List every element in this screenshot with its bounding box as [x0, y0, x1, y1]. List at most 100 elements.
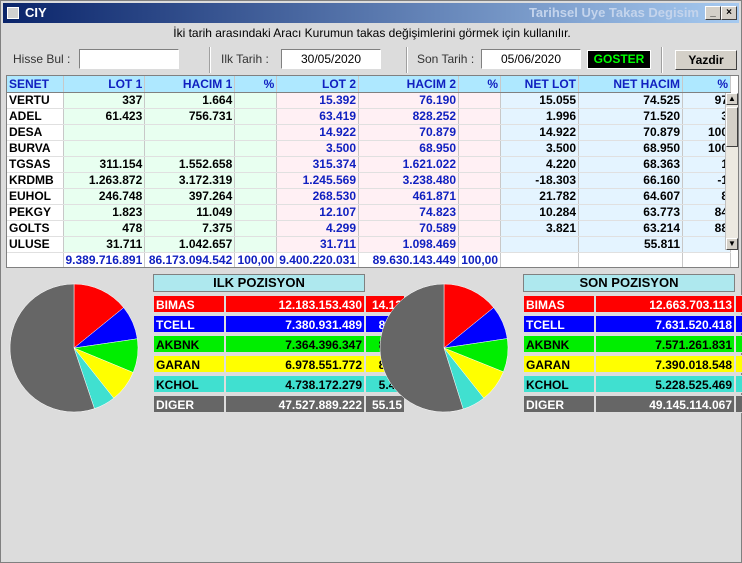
table-cell: [234, 236, 278, 253]
table-cell: 31.711: [63, 236, 146, 253]
title-bar[interactable]: CIY Tarihsel Uye Takas Degisim _ ×: [3, 3, 739, 23]
position-name: AKBNK: [523, 335, 595, 353]
table-cell: 11.049: [144, 204, 236, 221]
table-cell: 3.500: [276, 140, 359, 157]
table-cell: [458, 236, 501, 253]
table-cell: 1.621.022: [358, 156, 459, 173]
table-row[interactable]: TGSAS 311.154 1.552.658 315.374 1.621.022 4.2…: [7, 156, 731, 173]
position-name: AKBNK: [153, 335, 225, 353]
takas-grid[interactable]: SENET LOT 1 HACIM 1% LOT 2 HACIM 2% NET LOT NE…: [6, 75, 739, 268]
ilk-tarih-input[interactable]: 30/05/2020: [281, 49, 381, 69]
table-cell: TGSAS: [7, 156, 64, 173]
minimize-button[interactable]: _: [705, 6, 721, 20]
table-cell: ADEL: [7, 108, 64, 125]
position-value: 5.228.525.469: [595, 375, 735, 393]
table-cell: 70.879: [358, 124, 459, 141]
position-value: 47.527.889.222: [225, 395, 365, 413]
table-cell: 337: [63, 92, 146, 109]
table-row[interactable]: ULUSE 31.711 1.042.657 31.711 1.098.469 55.81…: [7, 236, 731, 253]
pie-slice-diger: [379, 283, 464, 413]
scroll-thumb[interactable]: [726, 107, 738, 147]
table-row[interactable]: BURVA 3.500 68.950 3.500 68.950 100: [7, 140, 731, 157]
table-row[interactable]: KRDMB 1.263.872 3.172.319 1.245.569 3.238.48…: [7, 172, 731, 189]
table-cell: 311.154: [63, 156, 146, 173]
table-cell: 1.664: [144, 92, 236, 109]
position-name: GARAN: [523, 355, 595, 373]
table-row[interactable]: GOLTS 478 7.375 4.299 70.589 3.821 63.214 88: [7, 220, 731, 237]
table-header-row: SENET LOT 1 HACIM 1% LOT 2 HACIM 2% NET LOT NE…: [7, 76, 731, 93]
table-row[interactable]: PEKGY 1.823 11.049 12.107 74.823 10.284 63.773…: [7, 204, 731, 221]
table-cell: [63, 140, 146, 157]
son-tarih-input[interactable]: 05/06/2020: [481, 49, 581, 69]
goster-button[interactable]: GOSTER: [587, 50, 651, 69]
table-cell: 756.731: [144, 108, 236, 125]
pie-slice-bimas: [443, 283, 494, 349]
position-name: DIGER: [523, 395, 595, 413]
table-cell: -1: [682, 172, 731, 189]
position-value: 7.364.396.347: [225, 335, 365, 353]
table-row[interactable]: DESA 14.922 70.879 14.922 70.879 100: [7, 124, 731, 141]
table-cell: 1.042.657: [144, 236, 236, 253]
table-cell: 1.996: [500, 108, 579, 125]
position-value: 7.631.520.418: [595, 315, 735, 333]
table-cell: [144, 124, 236, 141]
table-cell: 100: [682, 140, 731, 157]
separator: [406, 47, 408, 73]
position-value: 12.183.153.430: [225, 295, 365, 313]
pie-slice-bimas: [73, 283, 125, 349]
table-cell: [63, 124, 146, 141]
table-cell: 74.823: [358, 204, 459, 221]
table-cell: 15.055: [500, 92, 579, 109]
table-cell: 4.299: [276, 220, 359, 237]
table-cell: 61.423: [63, 108, 146, 125]
table-cell: 63.419: [276, 108, 359, 125]
position-name: KCHOL: [153, 375, 225, 393]
table-cell: [578, 252, 683, 267]
table-row[interactable]: VERTU 337 1.664 15.392 76.190 15.055 74.525 97: [7, 92, 731, 109]
window-subtitle: Tarihsel Uye Takas Degisim: [528, 5, 699, 20]
table-cell: 3.500: [500, 140, 579, 157]
table-cell: 828.252: [358, 108, 459, 125]
table-cell: 86.173.094.542: [144, 252, 236, 267]
table-cell: 9.389.716.891: [63, 252, 146, 267]
table-total-row[interactable]: 9.389.716.891 86.173.094.542 100,00 9.400.2…: [7, 252, 731, 267]
column-header: SENET: [7, 76, 64, 93]
close-button[interactable]: ×: [721, 6, 737, 20]
column-header: LOT 1: [63, 76, 146, 93]
ilk-tarih-label: Ilk Tarih :: [221, 52, 269, 66]
table-cell: [234, 108, 278, 125]
table-cell: 246.748: [63, 188, 146, 205]
scroll-down-arrow-icon[interactable]: ▼: [726, 238, 738, 250]
scroll-up-arrow-icon[interactable]: ▲: [726, 93, 738, 105]
table-row[interactable]: ADEL 61.423 756.731 63.419 828.252 1.996 71.52…: [7, 108, 731, 125]
grid-scrollbar[interactable]: ▲ ▼: [725, 93, 738, 250]
position-row: DIGER 47.527.889.222 55.15: [153, 395, 405, 413]
table-cell: 397.264: [144, 188, 236, 205]
position-value: 49.145.114.067: [595, 395, 735, 413]
position-percent: 8.51: [735, 315, 742, 333]
table-cell: [458, 188, 501, 205]
table-cell: [458, 92, 501, 109]
column-header: LOT 2: [276, 76, 359, 93]
table-cell: -18.303: [500, 172, 579, 189]
column-header: HACIM 1: [144, 76, 236, 93]
table-cell: VERTU: [7, 92, 64, 109]
position-row: KCHOL 4.738.172.279 5.49: [153, 375, 405, 393]
yazdir-button[interactable]: Yazdir: [675, 50, 737, 70]
position-row: BIMAS 12.183.153.430 14.13: [153, 295, 405, 313]
table-cell: 100,00: [234, 252, 278, 267]
table-cell: 3.238.480: [358, 172, 459, 189]
son-pozisyon-title: SON POZISYON: [523, 274, 735, 292]
position-name: KCHOL: [523, 375, 595, 393]
table-cell: ULUSE: [7, 236, 64, 253]
table-cell: [500, 252, 579, 267]
hisse-search-input[interactable]: [79, 49, 179, 69]
table-cell: 71.520: [578, 108, 683, 125]
table-row[interactable]: EUHOL 246.748 397.264 268.530 461.871 21.782 6…: [7, 188, 731, 205]
table-cell: 63.773: [578, 204, 683, 221]
column-header: NET HACIM: [578, 76, 683, 93]
table-cell: 12.107: [276, 204, 359, 221]
